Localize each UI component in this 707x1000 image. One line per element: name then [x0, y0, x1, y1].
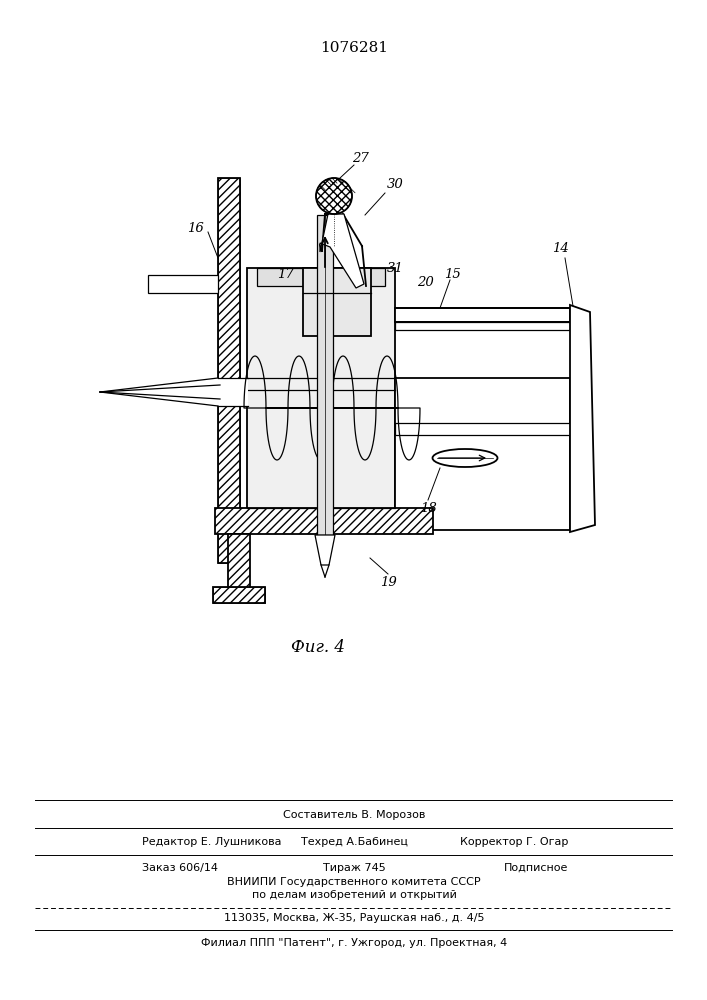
Text: Филиал ППП "Патент", г. Ужгород, ул. Проектная, 4: Филиал ППП "Патент", г. Ужгород, ул. Про… — [201, 938, 507, 948]
Bar — [303, 268, 371, 336]
Text: Тираж 745: Тираж 745 — [322, 863, 385, 873]
Text: по делам изобретений и открытий: по делам изобретений и открытий — [252, 890, 457, 900]
Text: Редактор Е. Лушникова: Редактор Е. Лушникова — [142, 837, 281, 847]
Bar — [213, 587, 265, 603]
Bar — [395, 308, 570, 322]
Text: 31: 31 — [387, 261, 404, 274]
Polygon shape — [100, 378, 248, 406]
Bar — [228, 534, 250, 589]
Text: 27: 27 — [351, 151, 368, 164]
Text: 19: 19 — [380, 576, 397, 588]
Bar — [213, 587, 265, 603]
Text: 17: 17 — [276, 268, 293, 282]
Bar — [395, 378, 570, 530]
Text: ВНИИПИ Государственного комитета СССР: ВНИИПИ Государственного комитета СССР — [227, 877, 481, 887]
Circle shape — [316, 178, 352, 214]
Polygon shape — [315, 535, 335, 565]
Text: 15: 15 — [443, 268, 460, 282]
Bar — [395, 322, 570, 330]
Text: Корректор Г. Огар: Корректор Г. Огар — [460, 837, 568, 847]
Text: 16: 16 — [187, 222, 204, 234]
Text: 113035, Москва, Ж-35, Раушская наб., д. 4/5: 113035, Москва, Ж-35, Раушская наб., д. … — [223, 913, 484, 923]
Polygon shape — [320, 214, 364, 288]
Text: Составитель В. Морозов: Составитель В. Морозов — [283, 810, 425, 820]
Text: Заказ 606/14: Заказ 606/14 — [142, 863, 218, 873]
Bar — [218, 178, 240, 563]
Polygon shape — [570, 305, 595, 532]
Text: Подписное: Подписное — [503, 863, 568, 873]
Text: Фиг. 4: Фиг. 4 — [291, 640, 345, 656]
Bar — [247, 268, 395, 514]
Ellipse shape — [433, 449, 498, 467]
Text: 20: 20 — [416, 275, 433, 288]
Bar — [218, 178, 240, 563]
Text: 14: 14 — [551, 241, 568, 254]
Bar — [148, 275, 218, 293]
Text: 1076281: 1076281 — [320, 41, 388, 55]
Bar — [257, 268, 385, 286]
Bar — [215, 508, 433, 534]
Text: Техред А.Бабинец: Техред А.Бабинец — [300, 837, 407, 847]
Text: 18: 18 — [420, 502, 436, 514]
Bar — [317, 215, 333, 535]
Bar — [395, 423, 570, 435]
Text: 30: 30 — [387, 178, 404, 192]
